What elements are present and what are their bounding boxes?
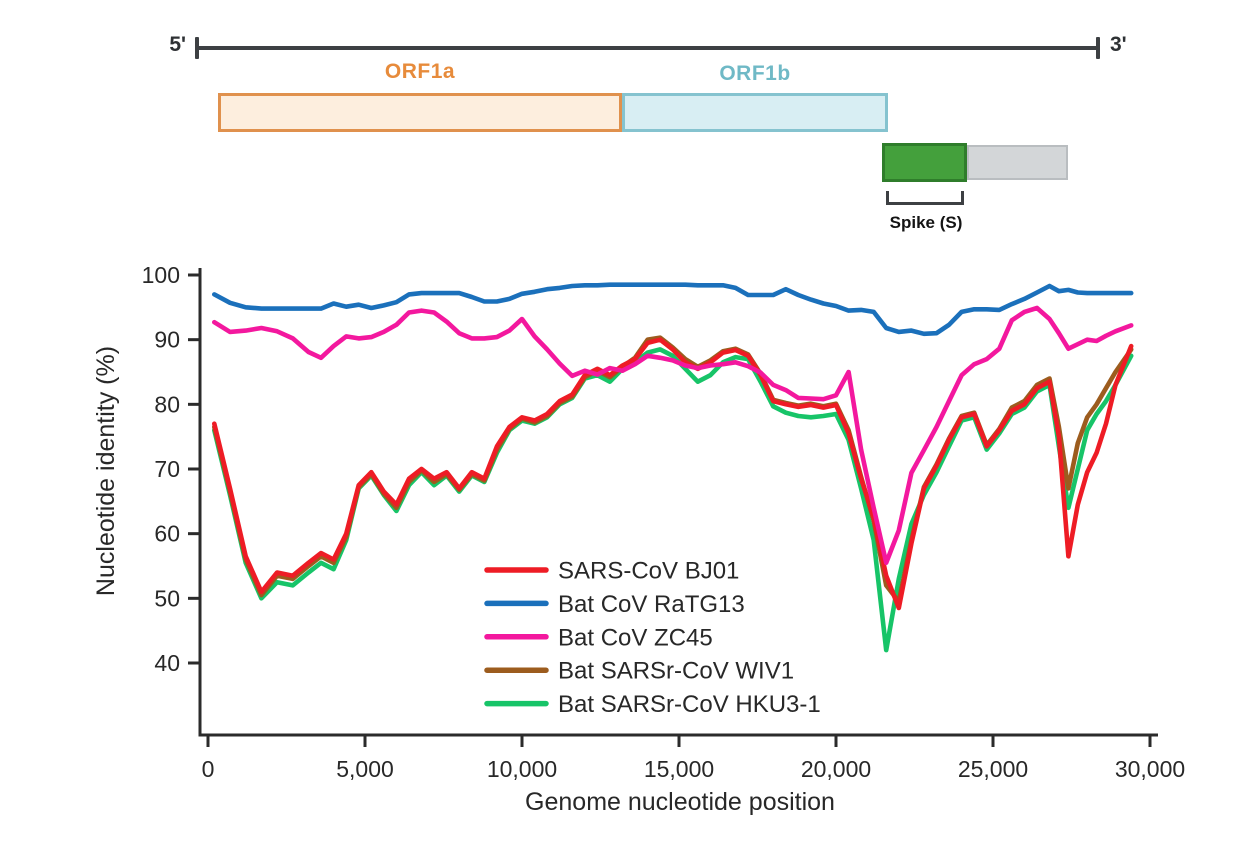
legend-label-bat-sarsr-cov-wiv1: Bat SARSr-CoV WIV1 [558,658,794,685]
x-axis-title: Genome nucleotide position [525,788,835,816]
y-tick-label: 40 [154,650,180,676]
y-tick-label: 100 [142,262,180,288]
orf1b-label: ORF1b [719,62,791,85]
orf1a-box [218,93,622,132]
orf1a-label: ORF1a [384,60,456,83]
x-tick-label: 10,000 [487,756,557,782]
three-prime-label: 3' [1110,33,1127,56]
legend-label-bat-cov-zc45: Bat CoV ZC45 [558,624,713,651]
legend-label-bat-sarsr-cov-hku3-1: Bat SARSr-CoV HKU3-1 [558,691,821,718]
y-tick-label: 50 [154,585,180,611]
y-tick-label: 90 [154,327,180,353]
x-tick-label: 30,000 [1115,756,1185,782]
spike-bracket [886,191,964,205]
y-tick-label: 70 [154,456,180,482]
x-tick-label: 0 [202,756,215,782]
x-tick-label: 15,000 [644,756,714,782]
five-prime-end-tick [195,37,199,59]
three-prime-end-tick [1096,37,1100,59]
x-tick-label: 20,000 [801,756,871,782]
x-tick-label: 25,000 [958,756,1028,782]
x-tick-label: 5,000 [336,756,394,782]
orf1b-box [622,93,888,132]
five-prime-label: 5' [169,33,186,56]
spike-label: Spike (S) [889,213,963,232]
three-prime-region-box [967,145,1068,180]
y-tick-label: 60 [154,521,180,547]
y-axis-title: Nucleotide identity (%) [92,345,120,597]
spike-gene-box [882,143,967,182]
legend-label-bat-cov-ratg13: Bat CoV RaTG13 [558,591,745,618]
series-line-bat-cov-zc45 [212,305,1134,566]
legend-label-sars-cov-bj01: SARS-CoV BJ01 [558,558,739,585]
y-tick-label: 80 [154,391,180,417]
genome-backbone-line [197,46,1098,50]
series-line-bat-cov-ratg13 [212,282,1134,337]
